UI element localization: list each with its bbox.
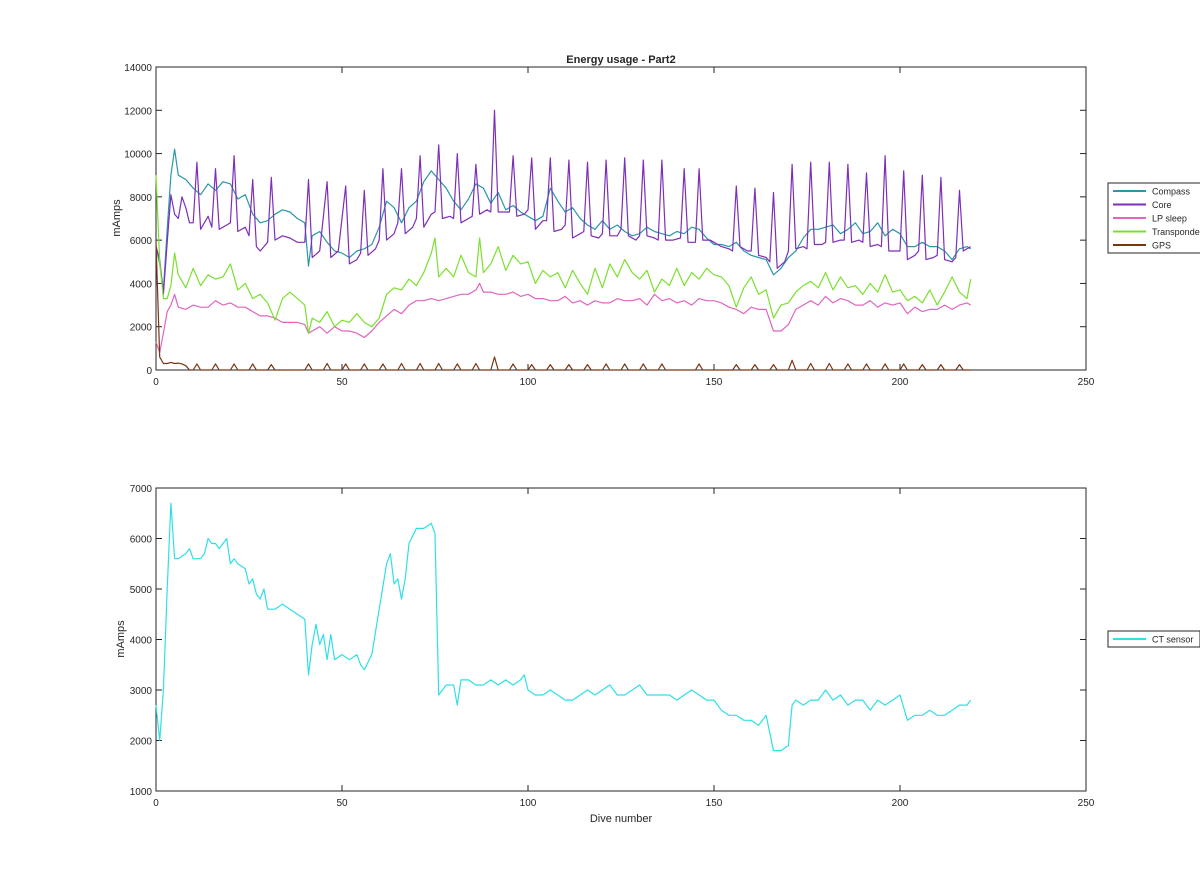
- legend: CT sensor: [1107, 630, 1200, 648]
- y-tick-label: 4000: [130, 636, 153, 647]
- legend-label-core: Core: [1152, 200, 1172, 210]
- legend-label-transponder: Transponder: [1152, 227, 1200, 237]
- y-tick-label: 6000: [130, 535, 153, 546]
- legend-label-ct-sensor: CT sensor: [1152, 635, 1193, 645]
- y-tick-label: 2000: [130, 323, 153, 334]
- y-tick-label: 7000: [130, 484, 153, 495]
- legend-box: [1107, 630, 1200, 648]
- plot-area: [155, 487, 1087, 792]
- x-tick-label: 100: [520, 377, 537, 388]
- series-line-compass: [155, 148, 972, 291]
- x-tick-label: 150: [706, 377, 723, 388]
- legend-label-gps: GPS: [1152, 241, 1171, 251]
- x-tick-label: 0: [153, 377, 159, 388]
- y-tick-label: 10000: [124, 150, 152, 161]
- series-line-lp-sleep: [155, 282, 972, 354]
- legend-label-compass: Compass: [1152, 187, 1191, 197]
- chart-title: Energy usage - Part2: [566, 54, 675, 66]
- series-line-ct-sensor: [155, 502, 972, 752]
- y-tick-label: 0: [146, 366, 152, 377]
- y-tick-label: 12000: [124, 106, 152, 117]
- series-line-core: [155, 109, 972, 295]
- x-axis-label: Dive number: [590, 813, 653, 825]
- y-tick-label: 6000: [130, 236, 153, 247]
- legend-label-lp-sleep: LP sleep: [1152, 214, 1187, 224]
- x-tick-label: 150: [706, 798, 723, 809]
- y-tick-label: 5000: [130, 585, 153, 596]
- ct-sensor-chart: mAmps Dive number 0 50 100 150 200 250 1000 200…: [115, 484, 1200, 825]
- energy-usage-chart: Energy usage - Part2 mAmps 0 50 100 150 200 2…: [111, 54, 1200, 388]
- y-tick-label: 8000: [130, 193, 153, 204]
- x-tick-label: 200: [892, 377, 909, 388]
- y-tick-label: 2000: [130, 737, 153, 748]
- y-tick-label: 4000: [130, 279, 153, 290]
- y-axis-label: mAmps: [115, 620, 127, 658]
- x-tick-label: 200: [892, 798, 909, 809]
- legend: Compass Core LP sleep Transponder GPS: [1107, 182, 1200, 254]
- x-tick-label: 250: [1078, 377, 1095, 388]
- series-line-transponder: [155, 175, 972, 334]
- y-tick-label: 1000: [130, 787, 153, 798]
- y-tick-label: 14000: [124, 63, 152, 74]
- x-tick-label: 50: [336, 377, 348, 388]
- x-tick-label: 250: [1078, 798, 1095, 809]
- y-axis-label: mAmps: [111, 199, 123, 237]
- y-tick-label: 3000: [130, 686, 153, 697]
- x-tick-label: 100: [520, 798, 537, 809]
- series-line-gps: [155, 242, 971, 371]
- x-tick-label: 50: [336, 798, 348, 809]
- x-tick-label: 0: [153, 798, 159, 809]
